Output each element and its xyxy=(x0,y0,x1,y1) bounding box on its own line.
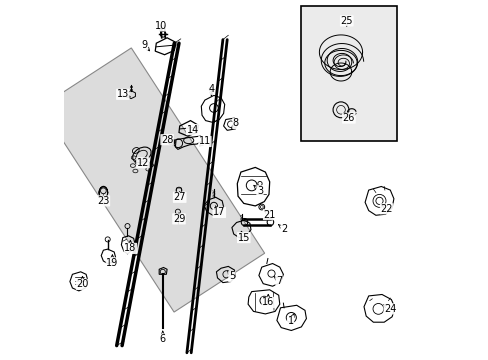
Text: 9: 9 xyxy=(141,40,147,50)
Text: 5: 5 xyxy=(228,271,235,282)
Text: 14: 14 xyxy=(186,125,199,135)
Text: 12: 12 xyxy=(137,158,149,168)
Text: 26: 26 xyxy=(342,113,354,123)
Text: 17: 17 xyxy=(213,207,225,217)
Text: 23: 23 xyxy=(97,196,109,206)
Text: 19: 19 xyxy=(106,258,118,268)
Text: 6: 6 xyxy=(160,334,165,344)
Text: 1: 1 xyxy=(287,316,293,327)
Text: 29: 29 xyxy=(172,214,185,224)
FancyBboxPatch shape xyxy=(300,6,396,141)
Text: 13: 13 xyxy=(117,89,129,99)
Text: 10: 10 xyxy=(155,21,167,31)
Text: 7: 7 xyxy=(275,276,282,286)
Polygon shape xyxy=(41,48,264,312)
Text: 22: 22 xyxy=(380,204,392,214)
Text: 25: 25 xyxy=(340,16,352,26)
Text: 11: 11 xyxy=(198,136,211,147)
Text: 21: 21 xyxy=(263,210,275,220)
Text: 20: 20 xyxy=(76,279,88,289)
Text: 4: 4 xyxy=(208,84,214,94)
Text: 27: 27 xyxy=(173,192,185,202)
Text: 24: 24 xyxy=(384,304,396,314)
Text: 15: 15 xyxy=(237,233,249,243)
Text: 16: 16 xyxy=(262,297,274,307)
Text: 18: 18 xyxy=(124,243,136,253)
Text: 28: 28 xyxy=(161,135,173,145)
Text: 8: 8 xyxy=(232,118,239,129)
Text: 2: 2 xyxy=(281,224,287,234)
Text: 3: 3 xyxy=(256,186,263,196)
